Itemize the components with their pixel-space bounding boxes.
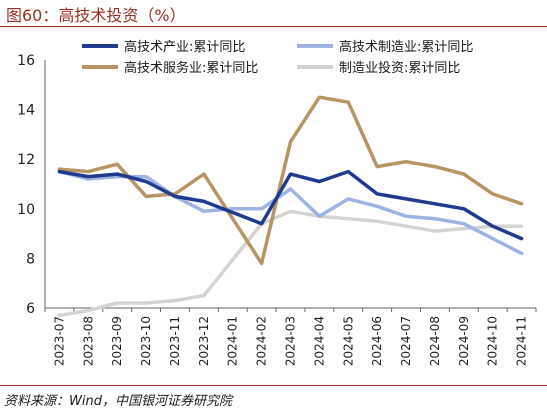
x-tick-label: 2024-06 — [370, 316, 384, 366]
series-group — [57, 95, 524, 318]
y-tick-label: 10 — [17, 202, 35, 218]
bottom-rule — [0, 385, 547, 386]
y-tick-label: 6 — [26, 301, 35, 317]
figure-title: 图60：高技术投资（%） — [6, 6, 186, 25]
legend-label-1: 高技术制造业:累计同比 — [339, 39, 473, 55]
x-tick-label: 2024-11 — [515, 316, 529, 366]
x-tick-label: 2024-10 — [486, 316, 500, 366]
top-rule — [0, 26, 547, 27]
series-line-3 — [57, 209, 524, 318]
x-tick-label: 2024-04 — [312, 316, 326, 366]
x-tick-label: 2024-09 — [457, 316, 471, 366]
legend-label-0: 高技术产业:累计同比 — [124, 39, 245, 55]
x-ticks: 2023-07 2023-08 2023-09 2023-10 2023-11 2023-… — [44, 308, 537, 366]
x-tick-label: 2023-09 — [110, 316, 124, 366]
series-line-2 — [57, 95, 524, 266]
series-line-0 — [57, 169, 524, 241]
x-tick-label: 2024-02 — [255, 316, 269, 366]
x-tick-label: 2023-10 — [139, 316, 153, 366]
y-ticks: 6 8 10 12 14 16 — [17, 53, 35, 317]
x-tick-label: 2023-08 — [81, 316, 95, 366]
x-tick-label: 2024-03 — [284, 316, 298, 366]
x-tick-label: 2023-11 — [168, 316, 182, 366]
x-tick-label: 2023-12 — [197, 316, 211, 366]
legend-label-3: 制造业投资:累计同比 — [339, 60, 460, 76]
y-tick-label: 16 — [17, 53, 35, 69]
x-tick-label: 2024-07 — [399, 316, 413, 366]
x-tick-label: 2024-01 — [226, 316, 240, 366]
source-note: 资料来源：Wind，中国银河证券研究院 — [4, 394, 232, 409]
y-tick-label: 12 — [17, 152, 35, 168]
series-line-1 — [57, 169, 524, 256]
y-tick-label: 8 — [26, 251, 35, 267]
y-tick-label: 14 — [17, 103, 35, 119]
x-tick-label: 2023-07 — [52, 316, 66, 366]
x-tick-label: 2024-05 — [341, 316, 355, 366]
legend-label-2: 高技术服务业:累计同比 — [124, 60, 258, 76]
x-tick-label: 2024-08 — [428, 316, 442, 366]
